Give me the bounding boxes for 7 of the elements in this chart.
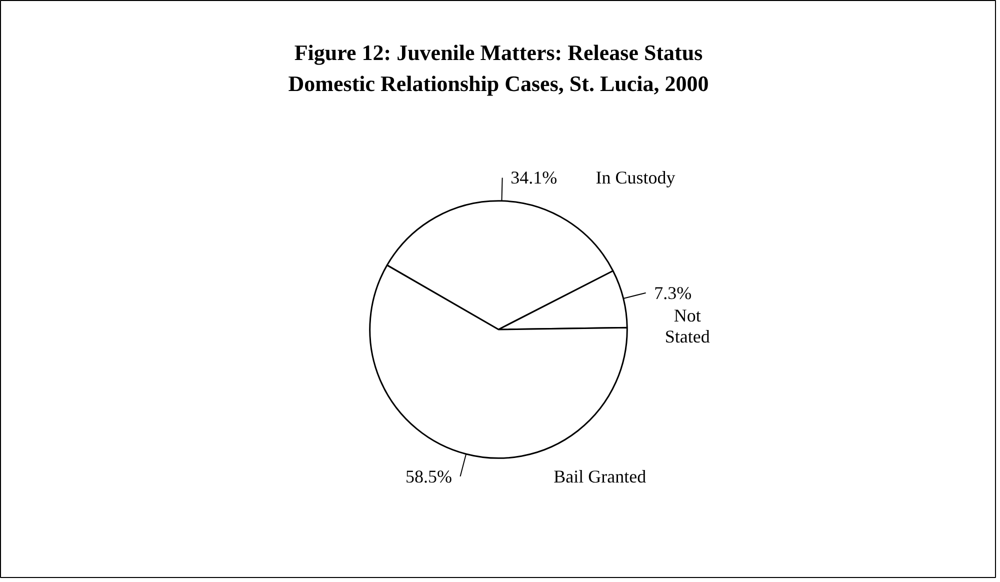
- slice-label: In Custody: [596, 168, 676, 188]
- data-label: 34.1%: [510, 168, 558, 188]
- data-label: 7.3%: [654, 282, 692, 303]
- slice-label: Bail Granted: [554, 466, 646, 486]
- data-label: 58.5%: [405, 466, 452, 486]
- slice-label: Not Stated: [664, 306, 710, 346]
- chart-title: Figure 12: Juvenile Matters: Release Status Domestic Relationship Cases, St. Lucia, 2000: [288, 40, 709, 96]
